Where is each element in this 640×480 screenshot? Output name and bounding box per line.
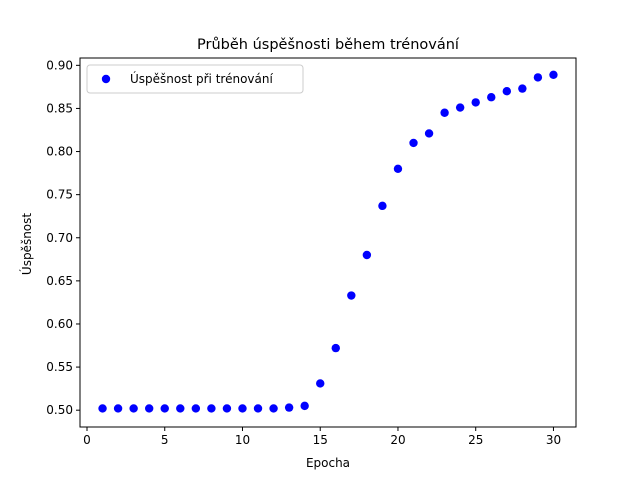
data-point	[409, 138, 418, 148]
y-tick-label: 0.85	[46, 101, 73, 115]
data-point	[393, 164, 403, 173]
axes-frame	[79, 57, 577, 428]
data-point	[502, 86, 512, 96]
y-tick-label: 0.60	[46, 317, 73, 331]
y-tick-label: 0.55	[46, 360, 73, 374]
data-point	[253, 404, 263, 413]
data-point	[362, 250, 372, 260]
data-point	[471, 98, 480, 107]
x-tick-label: 30	[546, 433, 561, 447]
y-tick-label: 0.80	[46, 145, 73, 159]
legend: Úspěšnost při trénování	[86, 64, 304, 94]
y-tick-label: 0.50	[46, 403, 73, 417]
data-point	[549, 70, 558, 80]
data-point	[160, 404, 169, 413]
data-point	[533, 73, 543, 82]
y-tick-label: 0.65	[46, 274, 73, 288]
data-point	[316, 379, 325, 388]
y-tick-label: 0.75	[46, 188, 73, 202]
x-axis-label: Epocha	[306, 456, 350, 470]
data-point	[222, 404, 232, 413]
data-point	[347, 291, 356, 300]
x-tick-label: 5	[161, 433, 169, 447]
data-point	[331, 343, 340, 353]
data-point	[487, 93, 496, 102]
x-tick-label: 0	[83, 433, 91, 447]
legend-marker	[101, 74, 111, 84]
data-point	[207, 404, 216, 413]
legend-box	[86, 64, 304, 94]
y-tick-label: 0.70	[46, 231, 73, 245]
x-tick-label: 25	[468, 433, 483, 447]
data-point	[238, 404, 247, 413]
data-point	[144, 404, 154, 413]
data-point	[284, 403, 294, 412]
y-axis-label: Úspěšnost	[19, 213, 34, 275]
data-point	[378, 201, 387, 211]
data-point	[518, 84, 527, 93]
data-point	[300, 401, 309, 411]
x-tick-label: 20	[390, 433, 405, 447]
data-point	[269, 404, 278, 413]
data-point	[455, 103, 465, 112]
data-point	[176, 404, 185, 413]
data-point	[424, 129, 434, 138]
plot-area: 0 5 10 15 20 25 30 0.50 0.55 0.60 0.65 0.70 0.75 0.80…	[46, 57, 577, 447]
y-tick-label: 0.90	[46, 58, 73, 72]
data-point	[191, 404, 201, 413]
data-point	[113, 404, 123, 413]
data-point	[98, 404, 107, 413]
data-point	[129, 404, 138, 413]
legend-label: Úspěšnost při trénování	[130, 71, 273, 86]
chart-title: Průběh úspěšnosti během trénování	[197, 37, 460, 53]
x-tick-label: 10	[235, 433, 250, 447]
data-point	[440, 108, 449, 117]
x-tick-label: 15	[313, 433, 328, 447]
